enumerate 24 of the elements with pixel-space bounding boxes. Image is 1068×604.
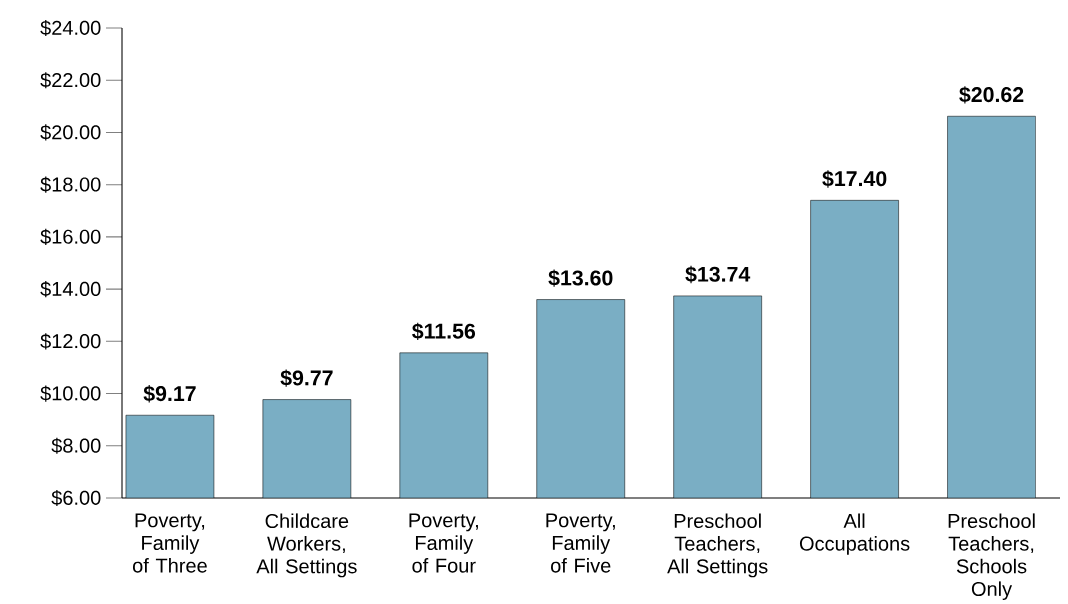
y-tick-label: $14.00: [40, 280, 101, 297]
x-tick-label: Poverty, Family of Three: [132, 513, 207, 573]
data-label: $20.62: [959, 85, 1024, 104]
x-tick-label: All Occupations: [799, 513, 910, 555]
data-label: $9.77: [280, 369, 333, 387]
y-tick-label: $12.00: [40, 333, 101, 350]
y-tick-label: $10.00: [40, 385, 101, 402]
y-tick-label: $24.00: [40, 19, 101, 36]
data-label: $9.17: [143, 384, 196, 403]
data-label: $13.60: [548, 269, 613, 287]
y-tick-label: $6.00: [51, 489, 101, 506]
y-tick-label: $16.00: [40, 228, 101, 245]
y-tick-label: $22.00: [40, 71, 101, 89]
x-tick-label: Preschool Teachers, All Settings: [667, 513, 768, 578]
x-tick-label: Poverty, Family of Four: [409, 513, 478, 573]
data-label: $11.56: [412, 322, 476, 340]
x-tick-label: Preschool Teachers, Schools Only: [948, 513, 1035, 600]
y-tick-label: $20.00: [40, 124, 101, 141]
data-label: $17.40: [822, 169, 887, 188]
x-tick-label: Poverty, Family of Five: [546, 513, 615, 573]
y-tick-label: $18.00: [40, 176, 101, 193]
x-tick-label: Childcare Workers, All Settings: [256, 513, 357, 578]
data-label: $13.74: [685, 265, 751, 283]
y-tick-label: $8.00: [51, 437, 101, 454]
